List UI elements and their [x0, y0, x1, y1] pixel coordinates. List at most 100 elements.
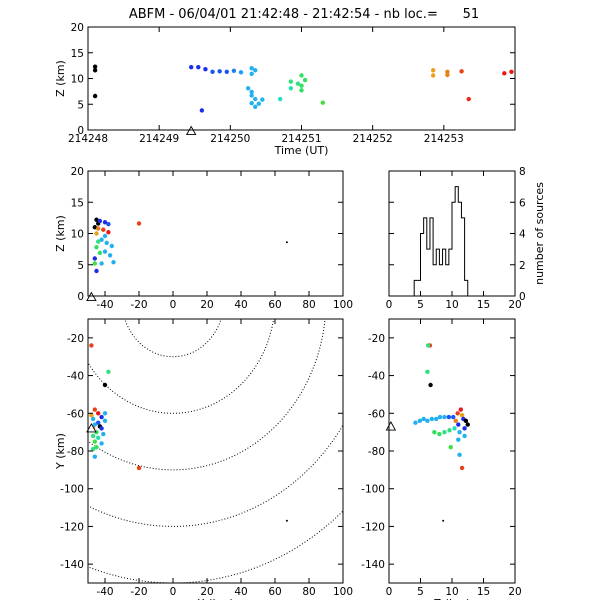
source-point-29	[462, 433, 467, 439]
source-point-23	[99, 426, 104, 431]
x-height-panel: -40 -20 0 20 40 60 80 100 0 5 10 15 20 Z (km)	[54, 166, 353, 311]
source-point-25	[285, 241, 288, 244]
source-point-35	[445, 72, 450, 78]
x-tick-label: 20	[508, 299, 521, 311]
source-point-17	[92, 439, 98, 444]
source-point-33	[430, 73, 436, 78]
source-point-21	[92, 256, 98, 261]
source-point-13	[253, 68, 258, 73]
plan-view-content	[88, 319, 343, 583]
source-point-8	[429, 416, 435, 422]
x-tick-label: 5	[417, 299, 424, 311]
source-point-34	[442, 519, 445, 522]
y-tick-label: 0	[77, 291, 84, 303]
source-point-20	[94, 445, 99, 450]
y-axis-label: Z (km)	[54, 215, 67, 252]
source-point-7	[210, 69, 215, 75]
source-point-24	[136, 221, 142, 226]
x-height-content	[92, 217, 288, 274]
source-point-29	[299, 83, 304, 88]
source-point-10	[102, 418, 108, 424]
source-point-17	[96, 239, 101, 244]
source-point-4	[102, 220, 108, 225]
source-point-27	[452, 426, 457, 431]
time-height-content	[92, 64, 514, 113]
source-point-6	[96, 411, 101, 416]
source-point-2	[425, 369, 430, 374]
y-axis-label: number of sources	[533, 182, 546, 285]
source-point-4	[413, 420, 418, 425]
x-tick-label: 20	[508, 586, 521, 598]
source-point-16	[96, 435, 101, 440]
y-tick-label: 5	[77, 260, 84, 272]
source-point-32	[430, 68, 436, 73]
source-point-3	[188, 64, 194, 70]
x-tick-label: 10	[445, 586, 458, 598]
source-point-13	[109, 243, 115, 249]
figure-title: ABFM - 06/04/01 21:42:48 - 21:42:54 - nb…	[129, 7, 479, 22]
source-point-11	[238, 70, 244, 75]
source-point-11	[92, 422, 98, 427]
source-point-27	[299, 73, 304, 78]
y-tick-label: -40	[67, 371, 84, 383]
y-tick-label: -120	[60, 521, 84, 533]
source-point-1	[425, 343, 431, 348]
y-tick-label: -60	[67, 408, 84, 420]
source-point-31	[448, 445, 453, 450]
source-point-0	[92, 64, 98, 69]
x-tick-label: 100	[333, 299, 353, 311]
source-point-15	[245, 86, 251, 91]
x-tick-label: 214250	[210, 133, 250, 145]
source-point-7	[99, 414, 104, 420]
x-tick-label: 214253	[424, 133, 464, 145]
source-point-15	[90, 433, 96, 439]
source-point-21	[90, 446, 96, 452]
source-point-5	[106, 221, 111, 227]
source-point-22	[94, 268, 99, 274]
x-tick-label: 40	[234, 586, 247, 598]
source-point-23	[432, 429, 437, 435]
y-tick-label: 0	[519, 291, 526, 303]
source-point-6	[199, 108, 205, 113]
source-point-3	[92, 407, 98, 412]
x-tick-label: 60	[268, 299, 281, 311]
source-point-26	[447, 428, 452, 433]
x-tick-label: 0	[386, 586, 393, 598]
source-point-14	[107, 253, 113, 258]
y-tick-label: 20	[71, 166, 84, 178]
y-tick-label: -100	[361, 484, 385, 496]
source-point-2	[92, 225, 98, 230]
source-point-5	[90, 416, 96, 422]
source-point-34	[445, 69, 450, 75]
x-tick-label: -40	[96, 299, 113, 311]
station-marker-icon	[86, 422, 97, 433]
y-tick-label: 6	[519, 197, 526, 209]
source-point-6	[421, 416, 426, 422]
height-histogram-content	[389, 186, 515, 296]
source-point-11	[442, 414, 447, 420]
source-point-15	[111, 260, 116, 265]
x-tick-label: 0	[170, 299, 177, 311]
source-point-25	[442, 429, 447, 435]
y-tick-label: -140	[60, 559, 84, 571]
source-point-18	[94, 245, 99, 250]
source-point-8	[102, 411, 108, 416]
range-ring-1	[124, 319, 222, 358]
source-point-20	[92, 261, 98, 266]
source-point-23	[99, 261, 104, 266]
source-point-32	[457, 452, 462, 457]
x-tick-label: 214251	[281, 133, 321, 145]
y-tick-label: -140	[361, 559, 385, 571]
z-y-view-panel: 0 5 10 15 20 -140 -120 -100 -80 -60 -40 -20 Z (km)	[361, 318, 522, 600]
source-point-6	[94, 231, 99, 236]
source-point-8	[101, 227, 106, 232]
source-point-1	[106, 369, 111, 374]
source-point-10	[102, 233, 108, 239]
source-point-4	[196, 64, 201, 70]
x-tick-label: 80	[302, 586, 315, 598]
source-point-20	[253, 104, 258, 110]
y-tick-label: 15	[71, 48, 84, 60]
x-axis-label: Z (km)	[434, 597, 471, 600]
source-point-7	[425, 418, 430, 424]
